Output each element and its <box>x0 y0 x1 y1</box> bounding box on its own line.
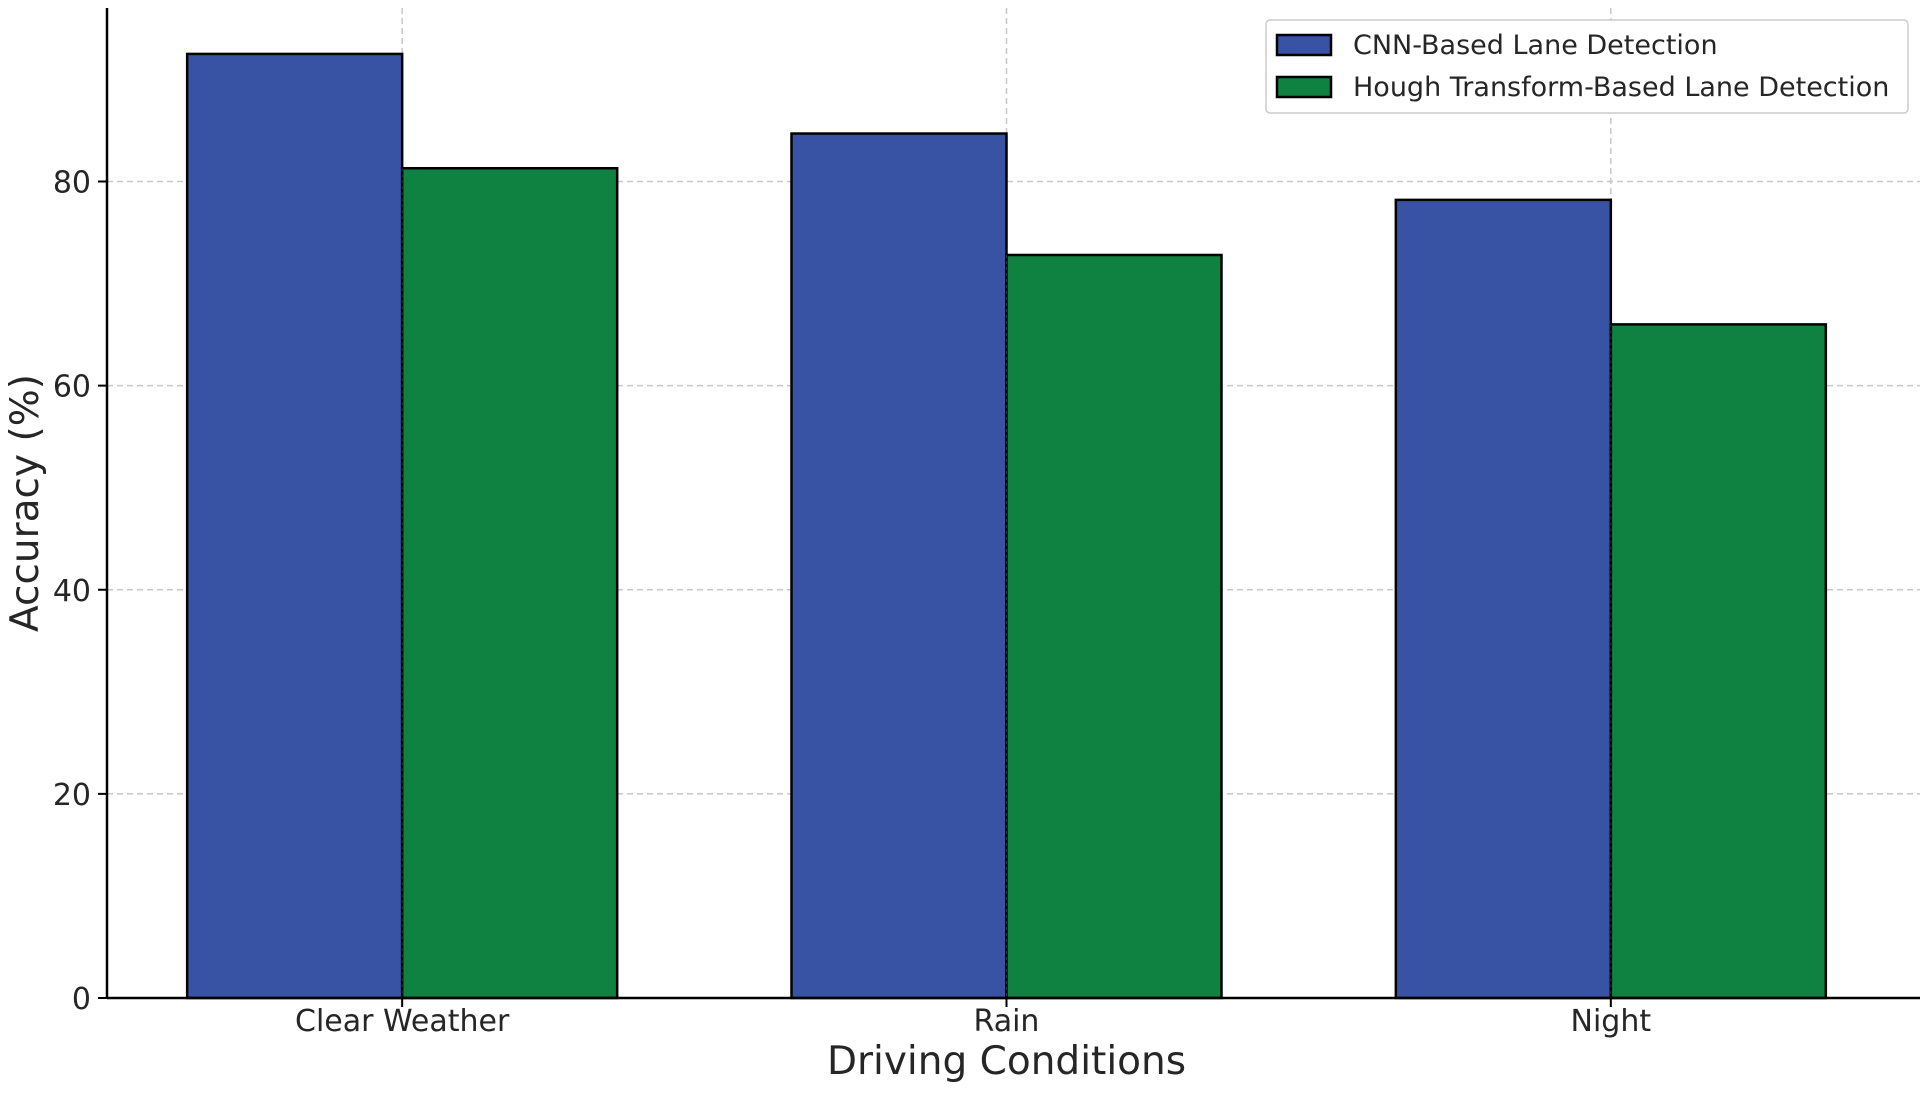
bar-cnn-clear-weather <box>185 52 404 1000</box>
legend-label-cnn: CNN-Based Lane Detection <box>1353 30 1718 61</box>
y-tick-label: 80 <box>53 166 91 201</box>
y-tick-label: 40 <box>53 574 91 609</box>
axes <box>105 8 1920 1000</box>
x-axis-title: Driving Conditions <box>827 1039 1186 1084</box>
bars <box>185 52 1828 1000</box>
y-tick-label: 60 <box>53 370 91 405</box>
y-axis-ticks: 0 20 40 60 80 <box>53 166 107 1017</box>
x-tick-label: Night <box>1571 1004 1652 1039</box>
bar-hough-rain <box>1005 253 1223 1000</box>
legend-label-hough: Hough Transform-Based Lane Detection <box>1353 72 1889 103</box>
bar-cnn-night <box>1394 198 1613 1000</box>
bar-hough-clear-weather <box>400 166 619 1000</box>
y-axis-title: Accuracy (%) <box>3 374 48 632</box>
bar-cnn-rain <box>790 132 1008 1000</box>
y-tick-label: 20 <box>53 778 91 813</box>
y-tick-label: 0 <box>72 982 91 1017</box>
bar-hough-night <box>1609 323 1828 1000</box>
legend-swatch-hough <box>1275 75 1333 99</box>
legend: CNN-Based Lane Detection Hough Transform… <box>1265 19 1909 114</box>
x-axis-ticks: Clear Weather Rain Night <box>295 998 1651 1039</box>
legend-swatch-cnn <box>1275 33 1333 57</box>
x-tick-label: Clear Weather <box>295 1004 510 1039</box>
legend-box <box>1265 19 1909 114</box>
x-tick-label: Rain <box>974 1004 1040 1039</box>
